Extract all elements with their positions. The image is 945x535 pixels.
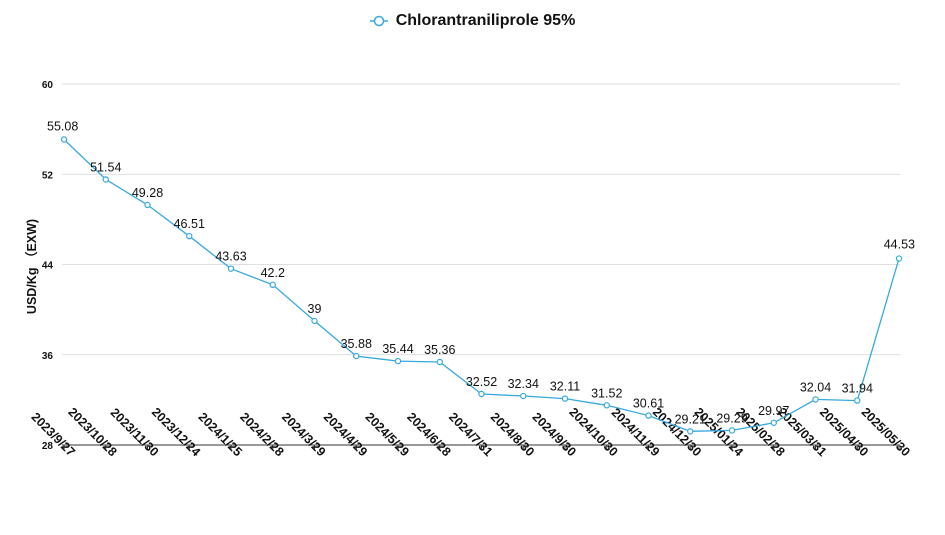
data-label: 55.08 xyxy=(47,120,78,134)
legend-label: Chlorantraniliprole 95% xyxy=(395,12,576,29)
data-point xyxy=(102,176,109,183)
legend: Chlorantraniliprole 95% xyxy=(0,12,945,30)
y-tick-label: 28 xyxy=(42,441,54,452)
data-label: 29.29 xyxy=(716,411,747,425)
x-tick-label: 2024/2/28 xyxy=(237,410,286,459)
data-point xyxy=(561,395,569,402)
data-label: 35.36 xyxy=(424,343,455,357)
x-tick-label: 2024/7/31 xyxy=(446,410,495,459)
data-label: 30.61 xyxy=(633,397,664,411)
data-label: 46.51 xyxy=(174,217,205,231)
data-point xyxy=(895,255,903,262)
data-label: 29.97 xyxy=(758,404,789,418)
y-tick-label: 36 xyxy=(42,351,54,362)
data-point xyxy=(854,397,861,404)
data-label: 32.04 xyxy=(800,380,831,394)
data-label: 32.11 xyxy=(550,380,580,394)
data-label: 44.53 xyxy=(884,238,915,252)
data-label: 35.88 xyxy=(341,337,372,351)
data-label: 39 xyxy=(308,302,322,316)
data-point xyxy=(520,392,527,400)
x-tick-label: 2024/6/28 xyxy=(404,410,453,459)
legend-marker-icon xyxy=(369,15,388,27)
data-point xyxy=(812,396,819,403)
data-point xyxy=(728,427,736,434)
data-point xyxy=(478,390,485,398)
y-axis-title: USD/Kg （EXW) xyxy=(24,219,39,314)
data-point xyxy=(603,402,610,409)
x-tick-label: 2024/8/30 xyxy=(488,410,537,459)
data-label: 42.2 xyxy=(261,266,285,280)
data-label: 35.44 xyxy=(382,342,413,356)
data-point xyxy=(269,281,276,289)
data-point xyxy=(227,265,235,272)
data-label: 49.28 xyxy=(132,186,163,200)
x-tick-label: 2024/5/29 xyxy=(363,410,412,459)
data-point xyxy=(394,357,402,365)
data-label: 31.94 xyxy=(842,382,873,396)
x-tick-label: 2024/3/29 xyxy=(279,410,328,459)
data-label: 29.21 xyxy=(675,412,706,426)
y-tick-label: 60 xyxy=(42,80,54,91)
data-point xyxy=(353,352,360,360)
x-tick-label: 2024/1/25 xyxy=(196,410,245,459)
y-tick-label: 52 xyxy=(42,170,54,181)
y-tick-label: 44 xyxy=(42,261,54,272)
data-label: 51.54 xyxy=(90,160,121,174)
data-point xyxy=(687,428,694,435)
data-label: 32.52 xyxy=(466,375,497,389)
data-point xyxy=(60,136,68,143)
data-point xyxy=(645,412,652,419)
data-label: 32.34 xyxy=(508,377,539,391)
data-point xyxy=(144,201,151,209)
data-point xyxy=(186,232,193,240)
data-point xyxy=(436,358,443,366)
data-point xyxy=(770,419,777,426)
x-tick-label: 2024/4/29 xyxy=(321,410,370,459)
data-point xyxy=(311,317,318,325)
data-label: 43.63 xyxy=(215,250,246,264)
data-label: 31.52 xyxy=(591,386,622,400)
